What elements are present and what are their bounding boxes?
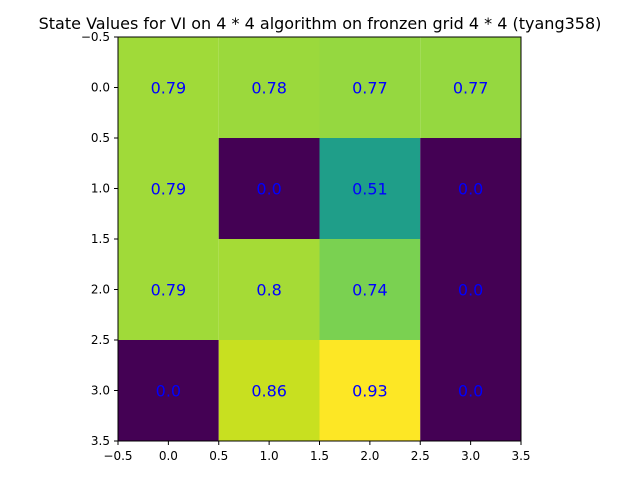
cell-value-label: 0.79 [151,180,187,199]
y-tick-label: 3.0 [91,384,110,398]
x-tick-label: 3.5 [511,449,530,463]
heatmap-cell [319,340,421,441]
cell-value-label: 0.79 [151,281,187,300]
x-tick-label: 3.0 [461,449,480,463]
chart-title: State Values for VI on 4 * 4 algorithm o… [39,14,602,33]
heatmap-cell [218,239,320,340]
y-tick-label: 0.5 [91,131,110,145]
cell-value-label: 0.0 [458,180,483,199]
x-tick-label: 0.5 [209,449,228,463]
cell-value-label: 0.74 [352,281,388,300]
heatmap-cell [319,138,421,239]
y-tick-label: 2.0 [91,283,110,297]
y-tick-label: 3.5 [91,434,110,448]
heatmap-cell [118,239,219,340]
heatmap-cells [118,37,521,441]
y-tick-label: −0.5 [81,30,110,44]
cell-value-label: 0.86 [251,382,287,401]
heatmap-cell [319,37,421,138]
y-axis: −0.5 0.0 0.5 1.0 1.5 2.0 2.5 3.0 3.5 [81,30,118,448]
heatmap-cell [420,340,521,441]
heatmap-cell [218,37,320,138]
x-tick-label: 0.0 [159,449,178,463]
cell-value-label: 0.51 [352,180,388,199]
heatmap-cell [420,37,521,138]
heatmap-cell [218,340,320,441]
cell-value-label: 0.77 [453,79,489,98]
cell-labels: 0.79 0.78 0.77 0.77 0.79 0.0 0.51 0.0 0.79 0.8 0.7… [151,79,489,401]
x-tick-label: 2.0 [360,449,379,463]
cell-value-label: 0.0 [458,281,483,300]
cell-value-label: 0.78 [251,79,287,98]
cell-value-label: 0.93 [352,382,388,401]
heatmap-cell [420,239,521,340]
cell-value-label: 0.0 [256,180,281,199]
x-tick-label: 2.5 [411,449,430,463]
heatmap-cell [218,138,320,239]
x-axis: −0.5 0.0 0.5 1.0 1.5 2.0 2.5 3.0 3.5 [103,441,531,463]
heatmap-cell [118,340,219,441]
heatmap-cell [319,239,421,340]
y-tick-label: 1.0 [91,182,110,196]
heatmap-cell [420,138,521,239]
cell-value-label: 0.0 [156,382,181,401]
x-tick-label: 1.5 [310,449,329,463]
cell-value-label: 0.77 [352,79,388,98]
x-tick-label: 1.0 [260,449,279,463]
y-tick-label: 2.5 [91,333,110,347]
y-tick-label: 0.0 [91,81,110,95]
heatmap-cell [118,37,219,138]
cell-value-label: 0.79 [151,79,187,98]
cell-value-label: 0.8 [256,281,281,300]
heatmap-cell [118,138,219,239]
cell-value-label: 0.0 [458,382,483,401]
x-tick-label: −0.5 [103,449,132,463]
y-tick-label: 1.5 [91,232,110,246]
